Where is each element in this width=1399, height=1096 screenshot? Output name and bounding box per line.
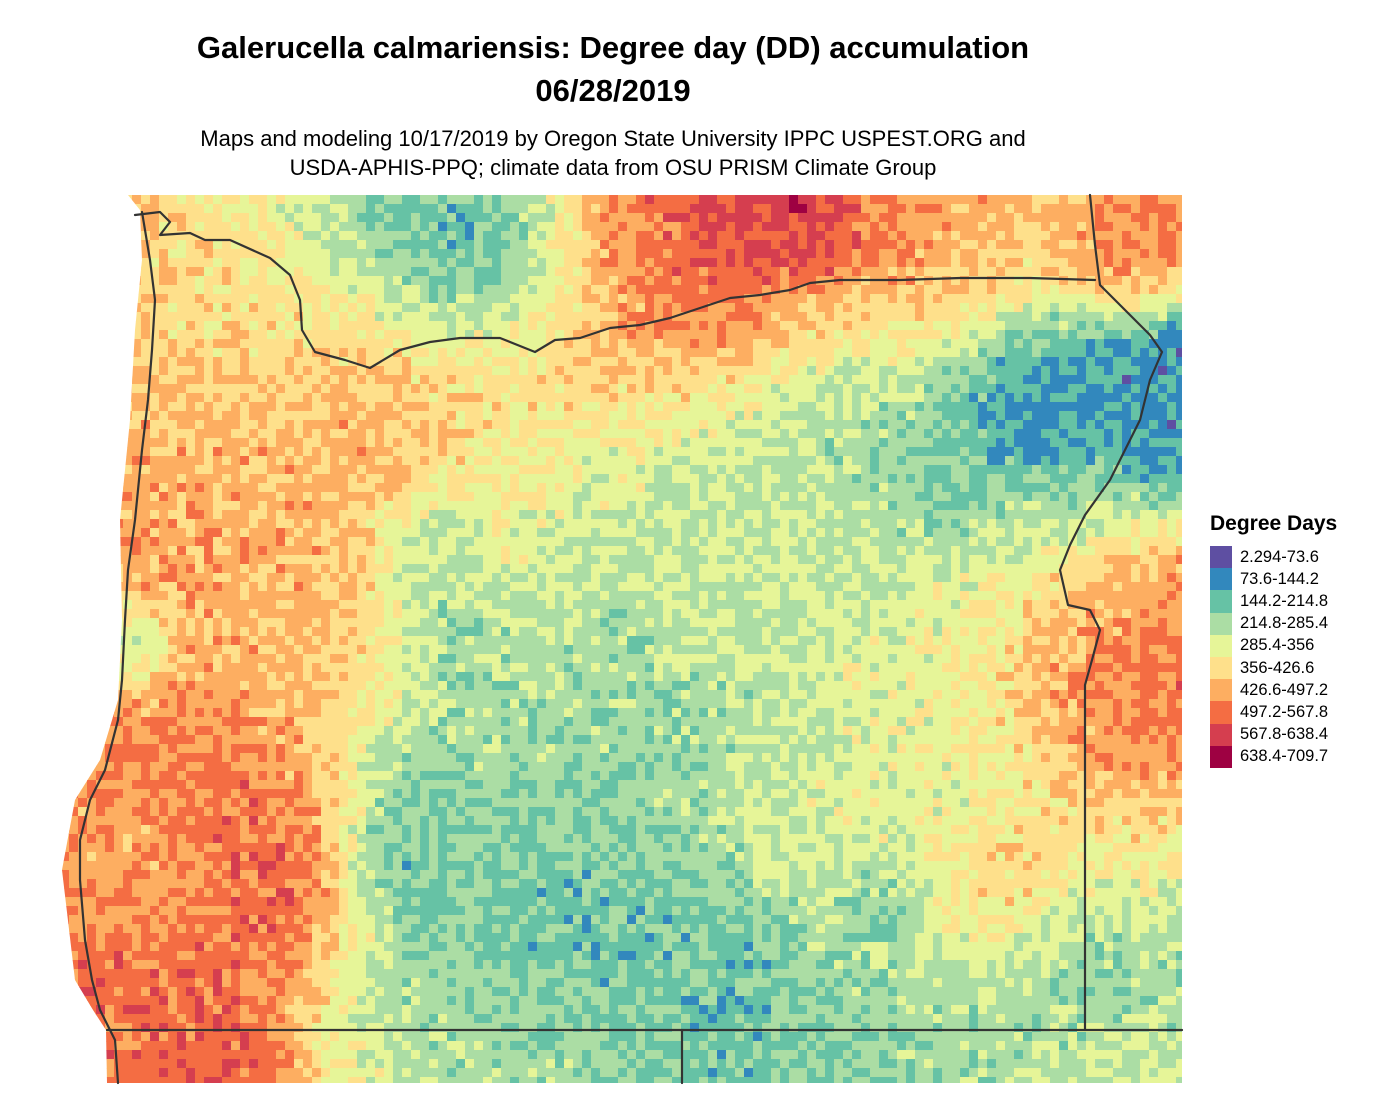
legend-label: 426.6-497.2 [1240,680,1329,699]
legend-title: Degree Days [1210,512,1338,535]
legend-swatch [1210,634,1232,657]
legend-label: 73.6-144.2 [1240,569,1319,588]
legend-item: 497.2-567.8 [1210,701,1337,724]
credit-line-1: Maps and modeling 10/17/2019 by Oregon S… [200,126,1026,151]
legend-item: 73.6-144.2 [1210,568,1337,591]
legend-label: 356-426.6 [1240,658,1315,677]
legend-item: 285.4-356 [1210,634,1337,657]
legend-label: 214.8-285.4 [1240,614,1329,633]
legend-swatch [1210,656,1232,680]
credit-line-2: USDA-APHIS-PPQ; climate data from OSU PR… [289,155,937,180]
legend-item: 638.4-709.7 [1210,745,1337,768]
coastline [78,210,157,1085]
legend-label: 2.294-73.6 [1240,547,1319,566]
legend-item: 567.8-638.4 [1210,723,1337,746]
legend-label: 144.2-214.8 [1240,591,1329,610]
legend-label: 497.2-567.8 [1240,702,1329,721]
legend-item: 214.8-285.4 [1210,612,1337,635]
legend-swatch [1210,546,1232,569]
columbia-river-border [133,210,1097,370]
snake-river-border [1058,193,1164,1032]
legend-swatch [1210,723,1232,746]
legend-item: 2.294-73.6 [1210,546,1337,569]
legend-swatch [1210,745,1232,768]
legend-label: 567.8-638.4 [1240,725,1329,744]
legend: Degree Days 2.294-73.6 73.6-144.2 144.2-21… [1210,512,1337,768]
legend-swatch [1210,679,1232,702]
map-title: Galerucella calmariensis: Degree day (DD… [196,30,1030,65]
legend-label: 285.4-356 [1240,636,1315,655]
legend-swatch [1210,568,1232,591]
legend-swatch [1210,590,1232,613]
map-date: 06/28/2019 [535,73,691,108]
legend-item: 356-426.6 [1210,656,1337,680]
legend-swatch [1210,701,1232,724]
legend-label: 638.4-709.7 [1240,747,1329,766]
legend-swatch [1210,612,1232,635]
legend-item: 144.2-214.8 [1210,590,1337,613]
legend-item: 426.6-497.2 [1210,679,1337,702]
